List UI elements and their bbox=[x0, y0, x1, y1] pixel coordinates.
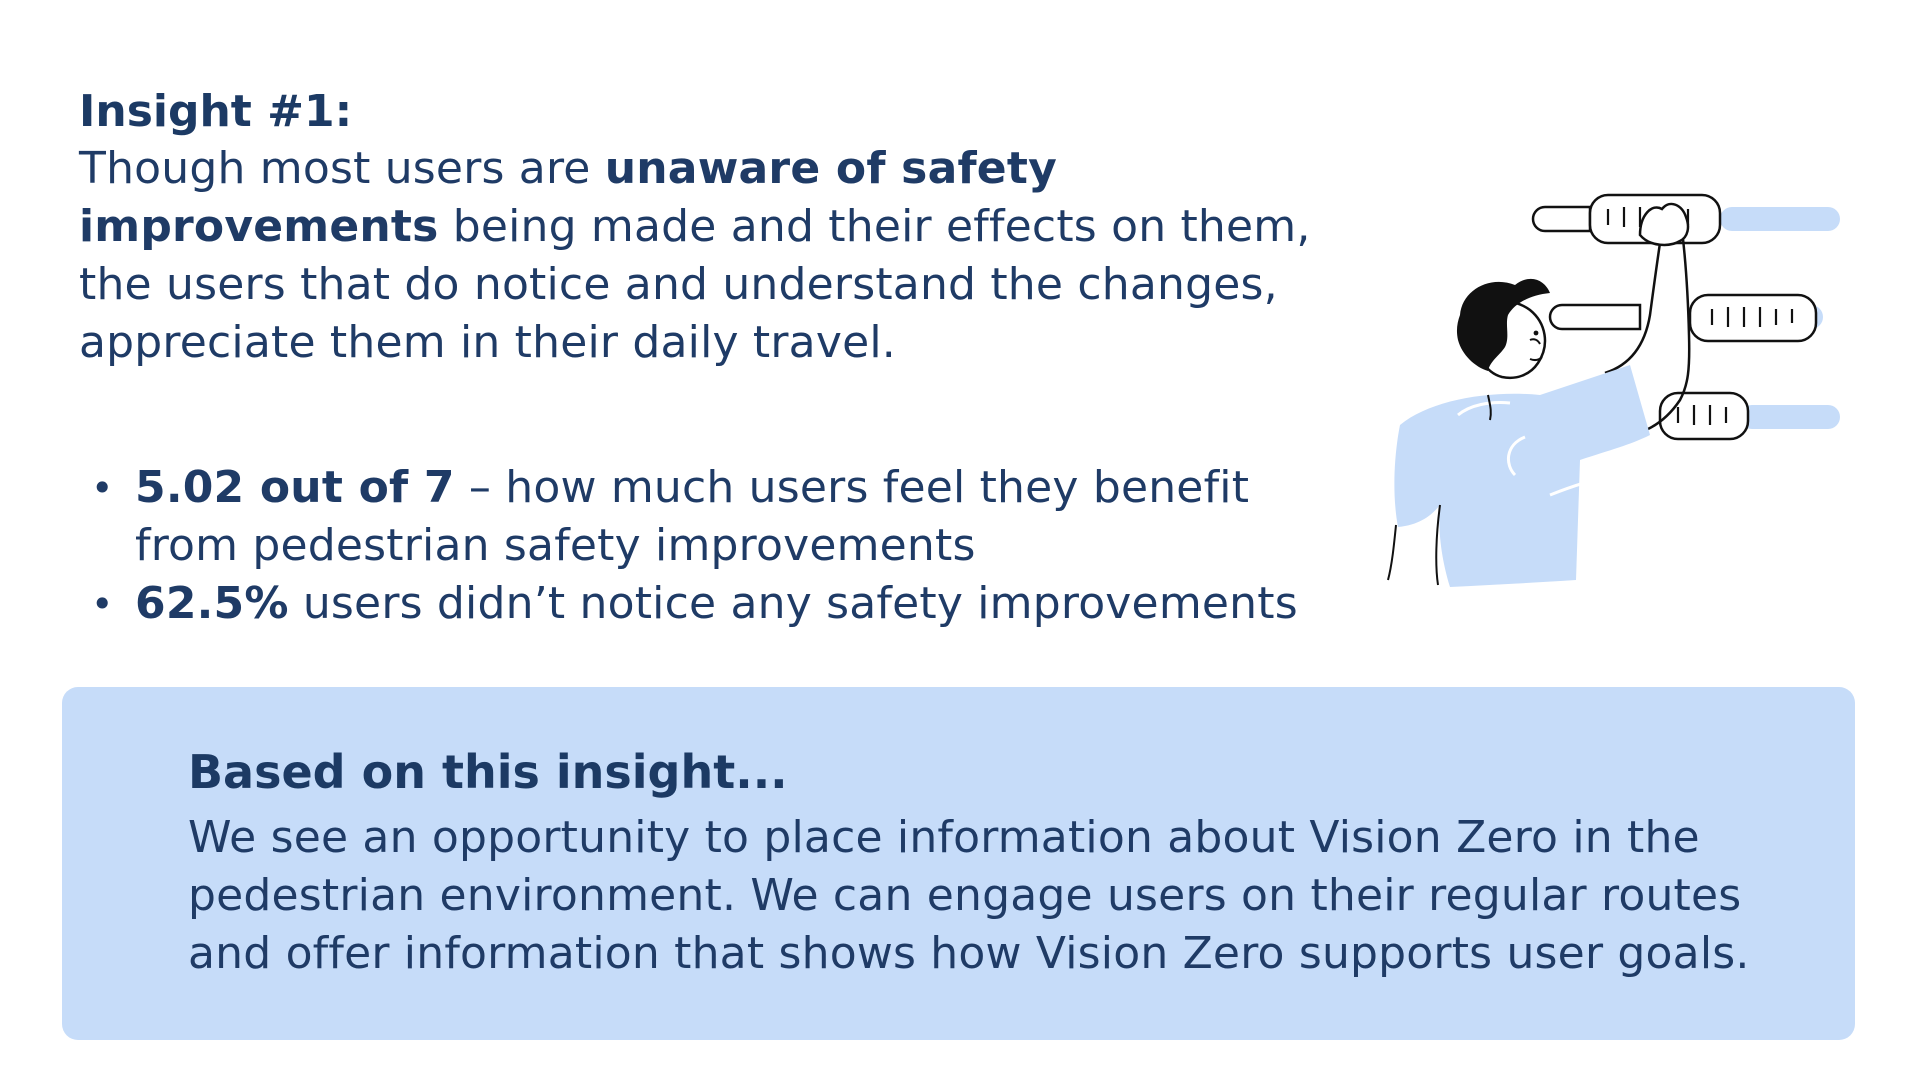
stat-item: • 62.5% users didn’t notice any safety im… bbox=[79, 575, 1339, 633]
callout-title: Based on this insight... bbox=[188, 745, 788, 799]
callout-body: We see an opportunity to place informati… bbox=[188, 812, 1750, 979]
insight-body: Though most users are unaware of safety … bbox=[79, 140, 1349, 372]
insight-block: Insight #1: Though most users are unawar… bbox=[79, 84, 1349, 372]
slider-knob-middle bbox=[1688, 293, 1818, 343]
stat-item: • 5.02 out of 7 – how much users feel the… bbox=[79, 459, 1339, 575]
person-arm bbox=[1604, 229, 1664, 375]
insight-body-emphasis: unaware of safety improvements bbox=[79, 143, 1057, 252]
stat-value: 62.5% bbox=[135, 578, 289, 629]
slider-rail-top bbox=[1720, 207, 1840, 231]
slider-rail-bottom bbox=[1740, 405, 1840, 429]
stats-list: • 5.02 out of 7 – how much users feel the… bbox=[79, 459, 1339, 633]
stat-description: – how much users feel they benefit from … bbox=[135, 462, 1250, 571]
person-collar bbox=[1457, 401, 1511, 417]
bullet-icon: • bbox=[91, 582, 114, 626]
bullet-icon: • bbox=[91, 466, 114, 510]
slider-knob-bottom bbox=[1658, 391, 1750, 441]
stat-value: 5.02 out of 7 bbox=[135, 462, 455, 513]
insight-body-intro: Though most users are bbox=[79, 143, 605, 194]
stat-description: users didn’t notice any safety improveme… bbox=[288, 578, 1298, 629]
person-shirt bbox=[1394, 365, 1650, 587]
person-hand bbox=[1638, 202, 1690, 247]
person-hair bbox=[1456, 278, 1550, 371]
slider-track-top bbox=[1531, 205, 1592, 233]
insight-callout: Based on this insight... We see an oppor… bbox=[62, 687, 1855, 1040]
person-adjusting-sliders-illustration bbox=[1387, 193, 1840, 587]
insight-title: Insight #1: bbox=[79, 86, 353, 137]
insight-body-rest: being made and their effects on them, th… bbox=[79, 201, 1311, 368]
slider-track-middle bbox=[1548, 303, 1642, 331]
